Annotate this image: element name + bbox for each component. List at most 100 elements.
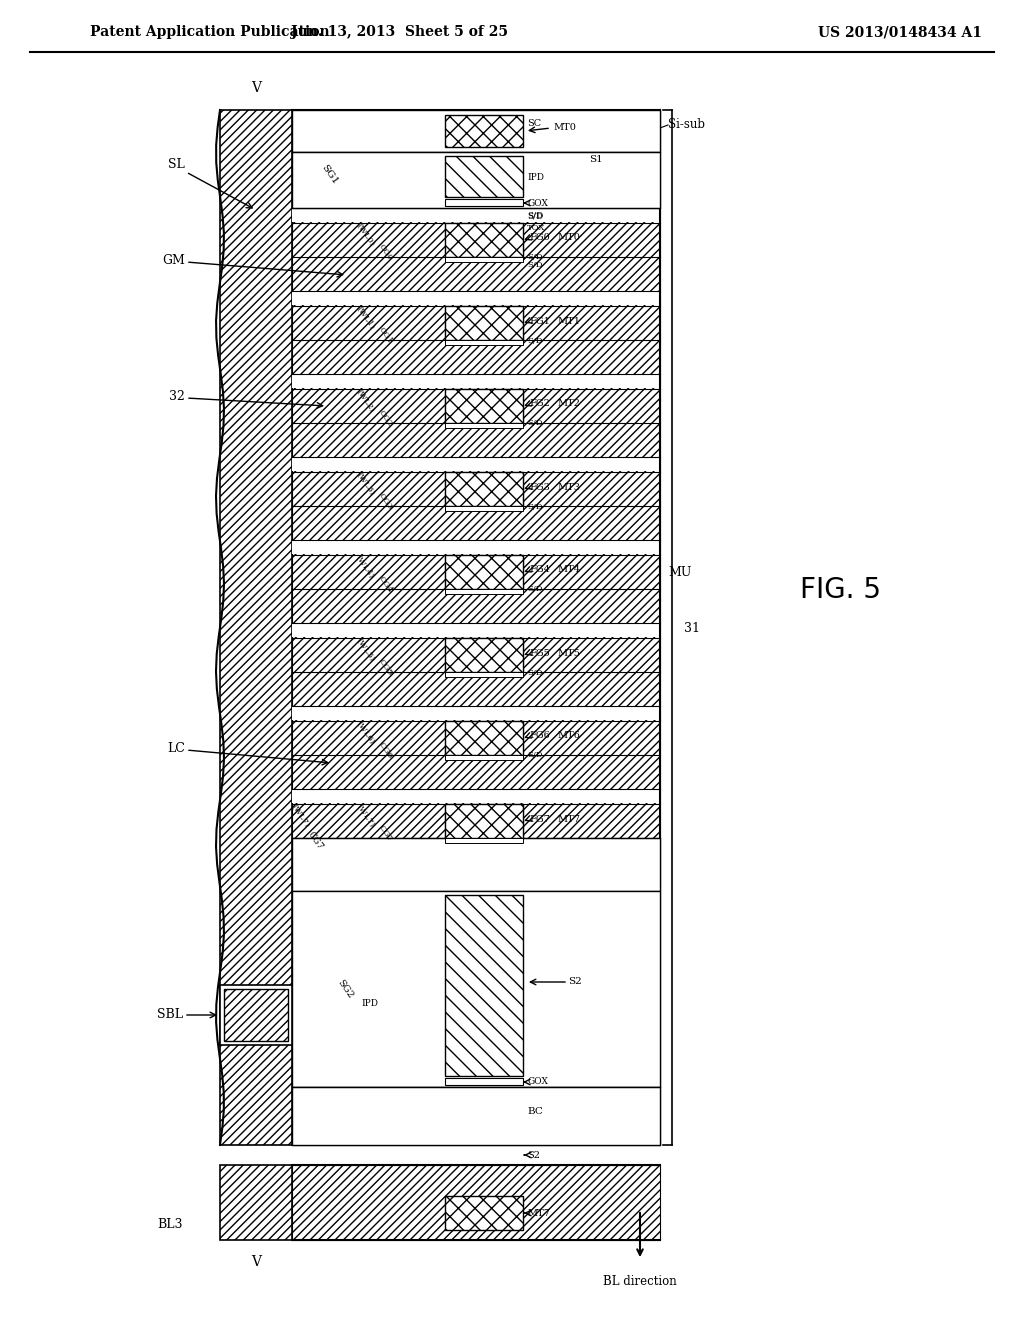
Bar xyxy=(292,891,660,1086)
Text: (WL0): (WL0) xyxy=(354,222,376,248)
Bar xyxy=(292,110,660,152)
Text: S2: S2 xyxy=(527,1151,540,1159)
Text: Jun. 13, 2013  Sheet 5 of 25: Jun. 13, 2013 Sheet 5 of 25 xyxy=(292,25,509,40)
Text: MT2: MT2 xyxy=(557,400,580,408)
Text: SC: SC xyxy=(527,119,541,128)
Text: FG1: FG1 xyxy=(529,317,550,326)
Text: CG5: CG5 xyxy=(377,657,393,677)
Text: FG7: FG7 xyxy=(529,814,550,824)
Text: SL: SL xyxy=(168,158,185,172)
Bar xyxy=(292,838,660,891)
Text: S/D: S/D xyxy=(527,420,543,428)
Bar xyxy=(445,755,523,760)
Bar xyxy=(445,389,523,422)
Bar xyxy=(445,199,523,206)
Bar xyxy=(445,554,523,589)
Text: TOX: TOX xyxy=(527,224,546,232)
Bar xyxy=(292,789,660,803)
Bar xyxy=(445,306,523,341)
Text: S/D: S/D xyxy=(527,211,544,220)
Text: LC: LC xyxy=(167,742,185,755)
Text: FG0: FG0 xyxy=(529,234,550,243)
Text: FG4: FG4 xyxy=(529,565,550,574)
Text: Patent Application Publication: Patent Application Publication xyxy=(90,25,330,40)
Bar xyxy=(445,895,523,1076)
Text: S/D: S/D xyxy=(527,261,543,269)
Text: FG6: FG6 xyxy=(529,731,550,741)
Text: MT5: MT5 xyxy=(557,648,580,657)
Bar xyxy=(445,838,523,843)
Text: MT6: MT6 xyxy=(557,731,580,741)
Text: V: V xyxy=(251,1255,261,1269)
Text: Si-sub: Si-sub xyxy=(668,119,705,132)
Text: 32: 32 xyxy=(169,389,185,403)
Text: (WL3): (WL3) xyxy=(354,471,376,498)
Bar xyxy=(292,209,660,222)
Text: S/D: S/D xyxy=(527,337,543,345)
Text: S2: S2 xyxy=(568,978,582,986)
Bar xyxy=(220,1166,292,1239)
Bar xyxy=(292,110,660,1144)
Text: CG4: CG4 xyxy=(377,574,393,594)
Text: FG2: FG2 xyxy=(529,400,550,408)
Text: US 2013/0148434 A1: US 2013/0148434 A1 xyxy=(818,25,982,40)
Bar xyxy=(292,457,660,471)
Text: MT4: MT4 xyxy=(557,565,580,574)
Text: (WL1): (WL1) xyxy=(354,305,376,331)
Text: CG7: CG7 xyxy=(377,824,393,843)
Bar xyxy=(445,506,523,511)
Text: MT3: MT3 xyxy=(557,483,580,491)
Text: CG7: CG7 xyxy=(305,830,325,851)
Bar xyxy=(292,706,660,719)
Bar xyxy=(445,115,523,147)
Bar xyxy=(292,374,660,388)
Text: S/D: S/D xyxy=(527,668,543,676)
Text: IPD: IPD xyxy=(527,173,544,181)
Text: SBL: SBL xyxy=(157,1008,183,1022)
Bar xyxy=(224,989,288,1041)
Text: GOX: GOX xyxy=(527,1077,548,1086)
Text: MT0: MT0 xyxy=(557,234,580,243)
Text: (WL7): (WL7) xyxy=(354,803,376,829)
Text: FIG. 5: FIG. 5 xyxy=(800,576,881,605)
Bar xyxy=(292,540,660,554)
Bar xyxy=(445,422,523,428)
Text: S/D: S/D xyxy=(527,751,543,759)
Text: S/D: S/D xyxy=(527,253,543,261)
Text: MT0: MT0 xyxy=(553,124,575,132)
Bar xyxy=(445,223,523,257)
Text: (WL7): (WL7) xyxy=(289,803,310,829)
Text: SG1: SG1 xyxy=(319,164,340,186)
Text: FG3: FG3 xyxy=(529,483,550,491)
Bar xyxy=(292,1086,660,1144)
Bar xyxy=(292,290,660,305)
Bar xyxy=(445,473,523,506)
Text: FG5: FG5 xyxy=(529,648,550,657)
Bar xyxy=(445,589,523,594)
Text: V: V xyxy=(251,81,261,95)
Bar xyxy=(445,672,523,677)
Text: CG3: CG3 xyxy=(377,491,393,511)
Text: SG2: SG2 xyxy=(336,978,354,1001)
Bar xyxy=(292,1166,660,1239)
Bar xyxy=(445,257,523,261)
Text: GOX: GOX xyxy=(527,198,548,207)
Bar xyxy=(445,721,523,755)
Text: CG6: CG6 xyxy=(377,741,393,760)
Text: CG0: CG0 xyxy=(377,242,393,261)
Bar xyxy=(445,638,523,672)
Text: 31: 31 xyxy=(684,622,700,635)
Text: S/D: S/D xyxy=(527,586,543,594)
Bar xyxy=(445,156,523,197)
Text: MT7: MT7 xyxy=(557,814,580,824)
Text: S/D: S/D xyxy=(527,213,543,220)
Text: BL direction: BL direction xyxy=(603,1275,677,1288)
Text: MU: MU xyxy=(668,565,691,578)
Text: S/D: S/D xyxy=(527,503,543,511)
Bar xyxy=(445,804,523,838)
Text: CG1: CG1 xyxy=(377,325,393,345)
Text: (WL6): (WL6) xyxy=(354,719,376,746)
Text: (WL4): (WL4) xyxy=(354,554,376,579)
Text: BL3: BL3 xyxy=(158,1218,183,1232)
Text: S1: S1 xyxy=(589,154,603,164)
